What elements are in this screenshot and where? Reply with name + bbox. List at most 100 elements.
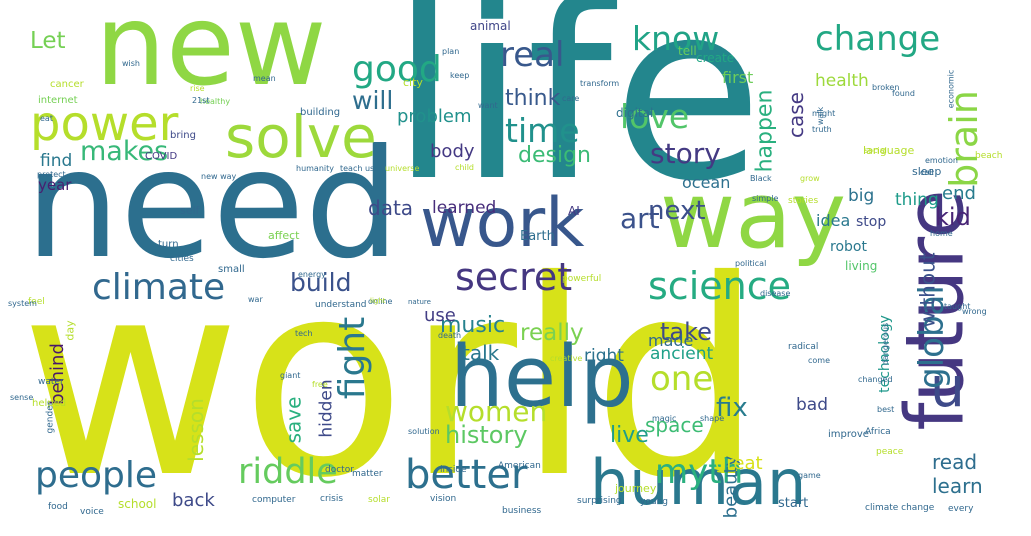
word-take: take xyxy=(660,318,712,346)
word-human: human xyxy=(590,446,807,519)
word-found: found xyxy=(892,89,915,98)
word-save: save xyxy=(281,396,306,444)
word-radical: radical xyxy=(788,342,819,352)
word-cancer: cancer xyxy=(50,79,84,90)
word-data: data xyxy=(368,196,414,220)
word-robot: robot xyxy=(830,239,867,255)
word-healthy: healthy xyxy=(200,97,231,106)
word-child: child xyxy=(455,163,474,172)
word-problem: problem xyxy=(397,106,472,127)
word-journey: journey xyxy=(615,482,657,495)
word-new: new xyxy=(95,0,327,111)
word-voice: voice xyxy=(80,507,104,517)
word-living: living xyxy=(845,259,878,273)
word-solution: solution xyxy=(408,427,440,436)
word-learn: learn xyxy=(932,474,983,498)
word-taught: taught xyxy=(944,302,971,311)
word-new-way: new way xyxy=(201,172,237,181)
word-made: made xyxy=(648,331,694,350)
word-fix: fix xyxy=(716,393,748,423)
word-way: way xyxy=(660,162,847,269)
word-lesson: lesson xyxy=(183,398,208,462)
word-power: power xyxy=(30,96,179,152)
word-day: day xyxy=(63,320,77,341)
word-internet: internet xyxy=(38,95,78,106)
word-social: social xyxy=(864,146,887,155)
word-war: war xyxy=(248,295,263,304)
word-food: food xyxy=(48,502,68,512)
word-need: need xyxy=(25,118,400,292)
word-humanity: humanity xyxy=(296,164,334,173)
word-magic: magic xyxy=(652,414,677,423)
word-really: really xyxy=(520,320,584,346)
word-light: light xyxy=(370,297,386,305)
word-walk: walk xyxy=(816,106,826,126)
word-come: come xyxy=(808,356,831,365)
word-live: live xyxy=(610,423,649,448)
word-start: start xyxy=(778,496,809,511)
word-world: world xyxy=(20,222,764,536)
word-crisis: crisis xyxy=(320,494,344,504)
word-cities: cities xyxy=(170,254,194,264)
word-death: death xyxy=(438,331,462,340)
word-time: time xyxy=(505,111,580,150)
word-rise: rise xyxy=(190,84,205,93)
word-earth: Earth xyxy=(520,229,555,244)
word-matter: matter xyxy=(352,469,383,479)
word-improve: improve xyxy=(828,429,869,440)
word-mean: mean xyxy=(253,74,276,83)
word-one: one xyxy=(650,359,714,399)
word-black: Black xyxy=(750,174,772,183)
word-body: body xyxy=(430,141,475,162)
word-case: case xyxy=(783,92,808,138)
word-tech: tech xyxy=(295,329,313,338)
word-political: political xyxy=(735,259,767,268)
word-bad: bad xyxy=(796,395,828,415)
word-riddle: riddle xyxy=(238,452,338,492)
word-real: real xyxy=(500,35,565,75)
word-sense: sense xyxy=(10,393,34,402)
word-plan: plan xyxy=(442,47,460,56)
word-space: space xyxy=(645,413,704,437)
word-wish: wish xyxy=(122,59,141,68)
word-build: build xyxy=(290,268,352,297)
word-universe: universe xyxy=(385,164,420,173)
word-secret: secret xyxy=(455,255,573,299)
word-help: help xyxy=(450,328,634,427)
word-history: history xyxy=(445,421,528,449)
word-truth: truth xyxy=(812,125,832,134)
word-changed: changed xyxy=(858,375,893,384)
word-first: first xyxy=(722,68,754,87)
word-nature: nature xyxy=(408,298,431,306)
word-animal: animal xyxy=(470,19,511,33)
word-covid: COVID xyxy=(145,151,178,162)
word-climate-change: climate change xyxy=(865,503,935,513)
word-next: next xyxy=(648,196,706,226)
word-thing: thing xyxy=(895,190,939,210)
word-computer: computer xyxy=(252,495,296,505)
word-beach: beach xyxy=(975,151,1003,161)
word-peace: peace xyxy=(876,447,904,457)
word-know: know xyxy=(632,19,720,58)
word-feel: feel xyxy=(28,297,45,307)
word-change: change xyxy=(815,19,941,59)
word-work: work xyxy=(420,184,585,263)
word-music: music xyxy=(440,313,506,338)
word-affect: affect xyxy=(268,229,300,242)
word-tell: tell xyxy=(678,44,697,58)
word-surprising: surprising xyxy=(577,496,622,506)
word-powerful: powerful xyxy=(562,274,602,284)
word-bring: bring xyxy=(170,130,196,141)
word-dangerous: dangerous xyxy=(881,322,891,366)
word-will: will xyxy=(352,86,394,115)
word-climate: climate xyxy=(92,267,226,308)
word-care: care xyxy=(562,94,580,103)
word-21st: 21st xyxy=(192,96,210,105)
word-giant: giant xyxy=(280,371,301,380)
word-game: game xyxy=(798,471,821,480)
word-ocean: ocean xyxy=(682,173,731,192)
word-year: year xyxy=(38,176,72,194)
word-economic: economic xyxy=(946,69,956,109)
word-want: want xyxy=(478,101,498,110)
word-right: right xyxy=(584,346,624,366)
